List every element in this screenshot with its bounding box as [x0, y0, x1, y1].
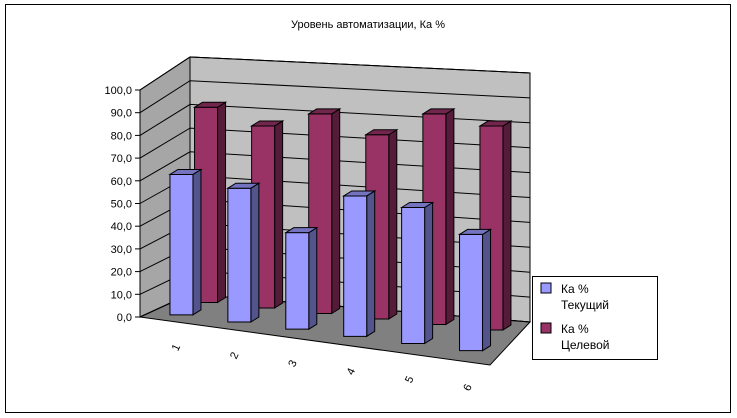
- y-tick-label: 80,0: [111, 130, 132, 142]
- bar-layer: [168, 101, 513, 352]
- bar-front: [169, 173, 194, 316]
- legend-swatch-target: [540, 322, 552, 334]
- bar-top: [306, 108, 342, 115]
- chart-title: Уровень автоматизации, Ка %: [291, 19, 445, 31]
- y-tick-label: 50,0: [111, 199, 132, 211]
- legend-box: [532, 276, 658, 360]
- bar-side: [366, 190, 376, 338]
- bar-front: [227, 187, 252, 323]
- bar-side: [331, 108, 341, 315]
- bar-side: [192, 168, 202, 316]
- gridline: [139, 151, 531, 182]
- bar-side: [424, 201, 434, 345]
- y-tick-label: 90,0: [111, 108, 132, 120]
- x-tick-label: 6: [461, 382, 474, 393]
- gridline: [139, 103, 531, 136]
- bar-top: [284, 227, 319, 234]
- x-tick-label: 3: [286, 358, 299, 369]
- bar-side: [502, 120, 512, 331]
- y-tick-label: 10,0: [111, 289, 132, 301]
- gridline: [139, 127, 531, 159]
- bar-side: [250, 182, 260, 323]
- y-tick-label: 40,0: [111, 221, 132, 233]
- legend: Ка % Текущий Ка % Целевой: [532, 276, 658, 360]
- y-axis-ticks: 0,0 10,0 20,0 30,0 40,0 50,0 60,0 70,0 80,0 90,0 1…: [104, 85, 140, 324]
- legend-label-target-line1: Ка %: [561, 322, 589, 336]
- bar-top: [478, 120, 513, 127]
- bar-front: [285, 232, 310, 330]
- bar-side: [388, 128, 398, 320]
- y-tick-label: 20,0: [111, 267, 132, 279]
- x-axis-ticks: 1 2 3 4 5 6: [170, 342, 475, 393]
- y-tick-label: 30,0: [111, 244, 132, 256]
- x-tick-label: 5: [403, 374, 416, 385]
- bar-front: [459, 233, 484, 352]
- bar-side: [482, 228, 492, 352]
- y-tick-label: 100,0: [104, 85, 132, 97]
- gridline: [139, 80, 531, 114]
- bar-top: [249, 120, 285, 127]
- bar-side: [445, 108, 455, 326]
- legend-label-current-line2: Текущий: [561, 298, 609, 312]
- bar-front: [401, 207, 426, 344]
- bar-top: [421, 108, 456, 115]
- bar-top: [341, 190, 377, 197]
- bar-side: [274, 120, 284, 309]
- bar-front: [343, 195, 368, 337]
- bar-top: [192, 101, 228, 108]
- bar-side: [308, 226, 318, 331]
- x-tick-label: 2: [228, 350, 241, 361]
- bar-side: [217, 101, 227, 304]
- legend-label-current-line1: Ка %: [561, 282, 589, 296]
- y-tick-label: 60,0: [111, 176, 132, 188]
- gridline: [139, 56, 531, 91]
- bar-top: [457, 228, 493, 235]
- y-tick-label: 70,0: [111, 153, 132, 165]
- bar-top: [364, 129, 399, 136]
- x-tick-label: 4: [345, 366, 358, 377]
- y-tick-label: 0,0: [117, 312, 132, 324]
- bar-top: [226, 182, 261, 189]
- bar-top: [399, 202, 435, 209]
- legend-swatch-current: [540, 282, 552, 294]
- bar-top: [168, 168, 203, 175]
- x-tick-label: 1: [170, 342, 183, 353]
- legend-label-target-line2: Целевой: [561, 338, 609, 352]
